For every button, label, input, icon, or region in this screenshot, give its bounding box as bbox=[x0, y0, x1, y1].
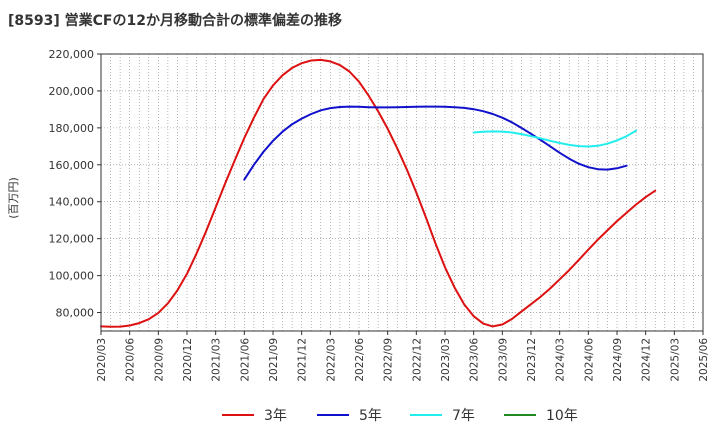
y-axis-label: (百万円) bbox=[7, 177, 20, 219]
y-tick-label: 160,000 bbox=[49, 159, 95, 172]
x-tick-label: 2023/12 bbox=[526, 338, 538, 382]
x-tick-label: 2024/09 bbox=[612, 338, 624, 382]
series-line-5年 bbox=[243, 105, 628, 181]
x-tick-label: 2024/06 bbox=[583, 338, 595, 382]
x-tick-label: 2023/03 bbox=[440, 338, 452, 382]
x-tick-label: 2023/06 bbox=[469, 338, 481, 382]
x-tick-label: 2020/09 bbox=[153, 338, 165, 382]
x-tick-label: 2022/09 bbox=[383, 338, 395, 382]
y-tick-label: 100,000 bbox=[49, 270, 95, 283]
x-tick-label: 2024/03 bbox=[555, 338, 567, 382]
x-tick-label: 2022/06 bbox=[354, 338, 366, 382]
y-tick-label: 220,000 bbox=[49, 48, 95, 61]
legend-label: 10年 bbox=[546, 408, 578, 424]
legend: 3年 5年 7年 10年 bbox=[222, 408, 578, 424]
x-tick-label: 2025/06 bbox=[698, 338, 710, 382]
x-tick-label: 2020/12 bbox=[182, 338, 194, 382]
y-tick-label: 140,000 bbox=[49, 196, 95, 209]
y-tick-label: 80,000 bbox=[56, 307, 95, 320]
x-tick-label: 2023/09 bbox=[497, 338, 509, 382]
y-ticks-layer: 80,000 100,000 120,000 140,000 160,000 180,00… bbox=[49, 48, 101, 320]
x-tick-label: 2021/09 bbox=[268, 338, 280, 382]
x-ticks-layer: 2020/03 2020/06 2020/09 2020/12 2021/03 2021/… bbox=[96, 331, 710, 382]
y-tick-label: 120,000 bbox=[49, 233, 95, 246]
x-tick-label: 2022/03 bbox=[325, 338, 337, 382]
x-tick-label: 2025/03 bbox=[669, 338, 681, 382]
legend-label: 5年 bbox=[359, 408, 382, 424]
grid-layer bbox=[101, 53, 703, 331]
x-tick-label: 2021/12 bbox=[297, 338, 309, 382]
y-tick-label: 200,000 bbox=[49, 85, 95, 98]
series-layer bbox=[100, 58, 657, 328]
legend-label: 7年 bbox=[452, 408, 475, 424]
chart-title: [8593] 営業CFの12か月移動合計の標準偏差の推移 bbox=[8, 12, 342, 29]
plot-frame bbox=[100, 53, 704, 332]
series-line-7年 bbox=[472, 129, 638, 148]
x-tick-label: 2021/06 bbox=[239, 338, 251, 382]
x-tick-label: 2020/03 bbox=[96, 338, 108, 382]
x-tick-label: 2024/12 bbox=[641, 338, 653, 382]
x-tick-label: 2021/03 bbox=[211, 338, 223, 382]
x-tick-label: 2020/06 bbox=[125, 338, 137, 382]
series-line-3年 bbox=[100, 58, 657, 328]
legend-label: 3年 bbox=[264, 408, 287, 424]
x-tick-label: 2022/12 bbox=[411, 338, 423, 382]
y-tick-label: 180,000 bbox=[49, 122, 95, 135]
